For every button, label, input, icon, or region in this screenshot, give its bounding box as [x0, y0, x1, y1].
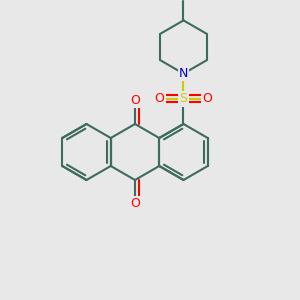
Text: N: N [179, 67, 188, 80]
Text: O: O [130, 94, 140, 107]
Text: O: O [130, 197, 140, 210]
Text: S: S [179, 92, 188, 105]
Text: O: O [155, 92, 165, 105]
Text: O: O [202, 92, 212, 105]
